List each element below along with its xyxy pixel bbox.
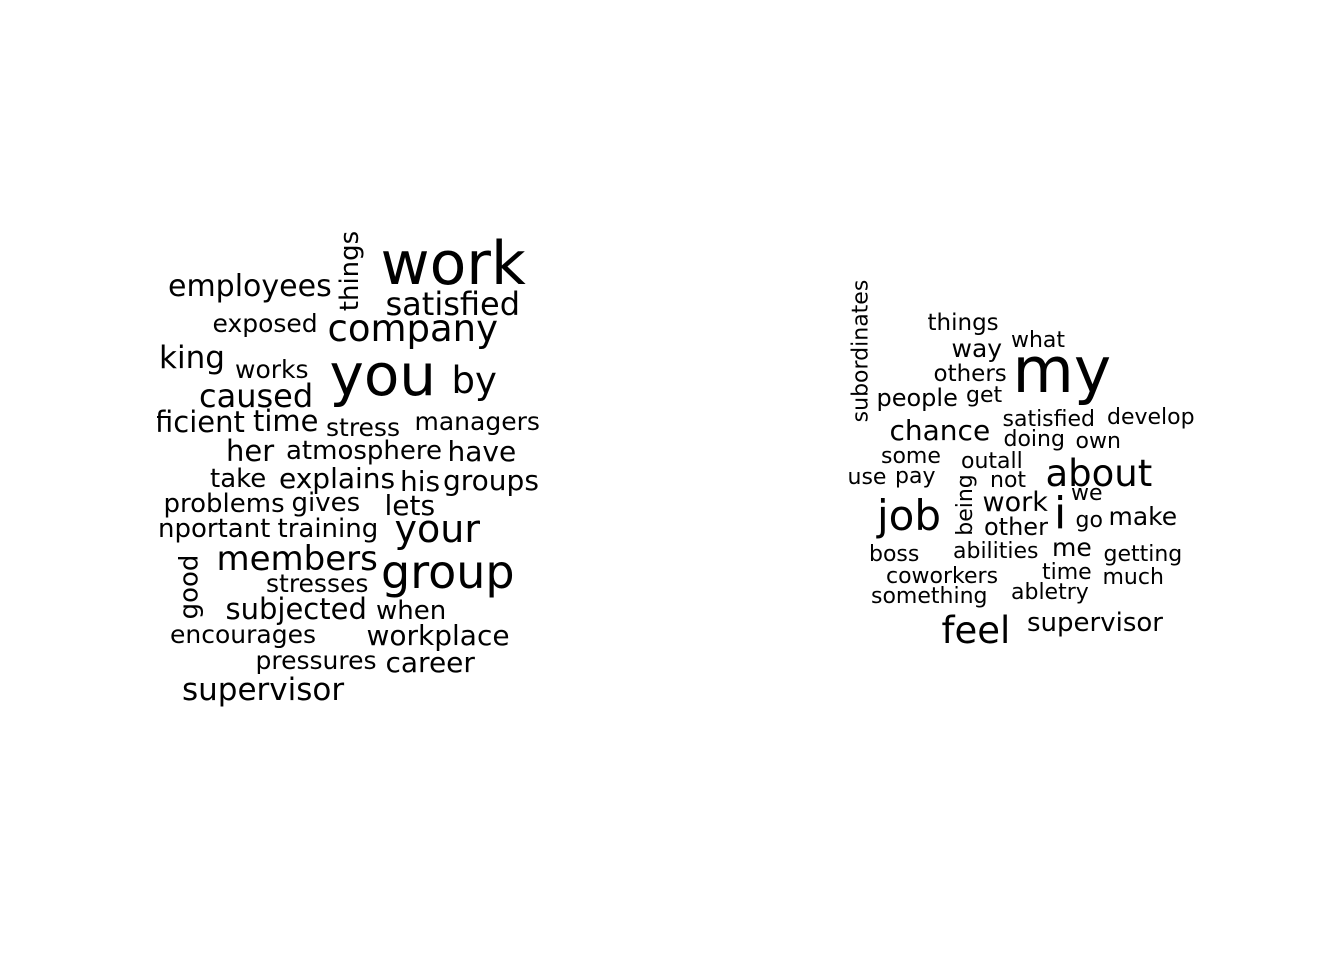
word-subordinates: subordinates bbox=[847, 279, 873, 423]
word-have: have bbox=[447, 435, 517, 468]
word-when: when bbox=[376, 596, 447, 626]
word-work: work bbox=[982, 486, 1048, 518]
word-make: make bbox=[1108, 501, 1178, 531]
word-take: take bbox=[210, 464, 267, 494]
word-encourages: encourages bbox=[170, 619, 316, 649]
word-works: works bbox=[235, 354, 309, 384]
word-supervisor: supervisor bbox=[1027, 608, 1163, 638]
word-subjected: subjected bbox=[225, 591, 367, 626]
word-pressures: pressures bbox=[255, 645, 377, 675]
word-not: not bbox=[990, 468, 1027, 493]
word-own: own bbox=[1075, 429, 1121, 454]
word-satisfied: satisfied bbox=[1002, 407, 1096, 432]
word-my: my bbox=[1012, 333, 1112, 407]
word-me: me bbox=[1052, 532, 1092, 562]
word-training: training bbox=[277, 514, 379, 544]
word-caused: caused bbox=[199, 377, 314, 415]
word-king: king bbox=[159, 339, 225, 376]
word-use: use bbox=[847, 465, 887, 490]
word-getting: getting bbox=[1103, 542, 1183, 567]
word-way: way bbox=[951, 333, 1003, 363]
word-much: much bbox=[1102, 565, 1164, 590]
word-abletry: abletry bbox=[1011, 580, 1089, 605]
word-problems: problems bbox=[163, 489, 285, 519]
word-something: something bbox=[871, 584, 988, 609]
word-feel: feel bbox=[941, 608, 1011, 652]
word-explains: explains bbox=[279, 462, 396, 495]
word-cloud-right: subordinates things way what my others people g… bbox=[820, 250, 1240, 670]
word-things: things bbox=[335, 230, 366, 312]
word-supervisor: supervisor bbox=[182, 671, 345, 708]
word-some: some bbox=[881, 444, 941, 469]
word-satisfied: satisfied bbox=[385, 285, 521, 323]
word-your: your bbox=[394, 507, 480, 551]
word-work: work bbox=[380, 229, 526, 299]
word-group: group bbox=[381, 545, 515, 599]
word-stresses: stresses bbox=[266, 568, 369, 598]
word-gives: gives bbox=[291, 488, 361, 518]
word-by: by bbox=[451, 358, 497, 402]
word-abilities: abilities bbox=[953, 539, 1039, 564]
word-people: people bbox=[876, 384, 958, 412]
word-about: about bbox=[1045, 451, 1153, 495]
word-coworkers: coworkers bbox=[886, 564, 999, 589]
word-cloud-left: work employees things satisfied exposed compa… bbox=[157, 200, 577, 730]
word-company: company bbox=[327, 306, 499, 350]
word-get: get bbox=[966, 383, 1003, 408]
word-career: career bbox=[385, 646, 475, 679]
word-job: job bbox=[877, 491, 942, 540]
word-things: things bbox=[927, 309, 999, 336]
word-exposed: exposed bbox=[212, 308, 318, 338]
word-employees: employees bbox=[168, 269, 332, 304]
word-members: members bbox=[216, 539, 378, 579]
word-chance: chance bbox=[889, 414, 991, 447]
word-being: being bbox=[952, 474, 978, 536]
word-nportant: nportant bbox=[158, 514, 271, 544]
word-others: others bbox=[933, 360, 1007, 387]
word-her: her bbox=[226, 433, 275, 468]
word-i: i bbox=[1054, 488, 1067, 539]
word-doing: doing bbox=[1003, 427, 1065, 452]
word-his: his bbox=[400, 465, 441, 498]
word-stress: stress bbox=[326, 412, 400, 442]
word-outall: outall bbox=[961, 449, 1023, 474]
word-we: we bbox=[1071, 481, 1103, 506]
word-groups: groups bbox=[443, 464, 539, 497]
word-ficient: ficient bbox=[157, 404, 245, 439]
word-go: go bbox=[1075, 508, 1103, 533]
word-managers: managers bbox=[414, 406, 540, 436]
word-you: you bbox=[329, 341, 437, 409]
word-other: other bbox=[984, 513, 1048, 541]
word-workplace: workplace bbox=[366, 619, 510, 652]
word-develop: develop bbox=[1107, 405, 1195, 430]
word-pay: pay bbox=[895, 464, 936, 489]
word-time: time bbox=[1042, 560, 1092, 585]
word-atmosphere: atmosphere bbox=[286, 436, 442, 466]
word-lets: lets bbox=[384, 489, 436, 522]
word-what: what bbox=[1011, 328, 1066, 353]
word-time: time bbox=[253, 403, 319, 438]
word-boss: boss bbox=[869, 542, 920, 567]
word-good: good bbox=[173, 554, 204, 620]
